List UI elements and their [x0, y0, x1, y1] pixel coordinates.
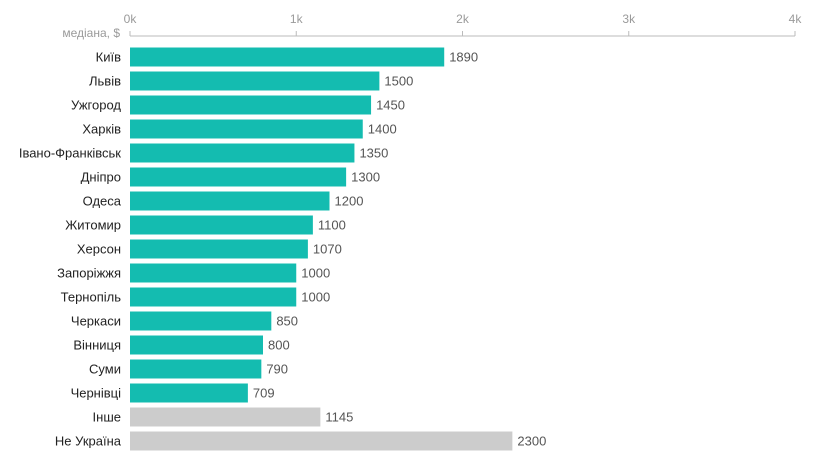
bar	[130, 167, 347, 187]
x-axis: 0k 1k 2k 3k 4k	[124, 12, 803, 37]
category-label: Суми	[89, 362, 121, 377]
value-label: 1400	[368, 122, 397, 137]
category-label: Житомир	[65, 218, 121, 233]
bar	[130, 431, 513, 451]
category-label: Дніпро	[81, 170, 121, 185]
x-tick-label: 4k	[789, 12, 803, 26]
value-label: 800	[268, 338, 290, 353]
bar	[130, 119, 363, 139]
category-label: Львів	[89, 74, 121, 89]
value-label: 1000	[301, 266, 330, 281]
category-label: Вінниця	[73, 338, 121, 353]
bar	[130, 71, 380, 91]
value-labels-group: 1890 1500 1450 1400 1350 1300 1200 1100 1070 1000…	[253, 50, 546, 449]
category-label: Запоріжжя	[57, 266, 121, 281]
value-label: 850	[276, 314, 298, 329]
category-label: Тернопіль	[61, 290, 122, 305]
bar	[130, 215, 313, 235]
x-tick-label: 3k	[622, 12, 636, 26]
bar	[130, 287, 297, 307]
value-label: 709	[253, 386, 275, 401]
bar	[130, 335, 263, 355]
value-label: 2300	[517, 434, 546, 449]
category-label: Одеса	[83, 194, 122, 209]
value-label: 1450	[376, 98, 405, 113]
category-label: Черкаси	[71, 314, 121, 329]
category-label: Чернівці	[71, 386, 122, 401]
category-label: Івано-Франківськ	[19, 146, 121, 161]
category-label: Харків	[82, 122, 121, 137]
value-label: 1200	[335, 194, 364, 209]
value-label: 1300	[351, 170, 380, 185]
bars-group	[130, 47, 513, 451]
x-tick-label: 1k	[290, 12, 304, 26]
bar	[130, 47, 445, 67]
value-label: 1000	[301, 290, 330, 305]
bar	[130, 143, 355, 163]
value-label: 1100	[318, 218, 346, 233]
x-tick-label: 0k	[124, 12, 138, 26]
bar	[130, 191, 330, 211]
bar	[130, 95, 372, 115]
category-labels-group: Київ Львів Ужгород Харків Івано-Франківськ Дн…	[19, 50, 122, 449]
bar	[130, 311, 272, 331]
value-label: 1500	[384, 74, 413, 89]
bar	[130, 407, 321, 427]
bar	[130, 383, 248, 403]
axis-caption: медіана, $	[62, 26, 120, 40]
bar	[130, 359, 262, 379]
value-label: 1145	[325, 410, 353, 425]
category-label: Херсон	[77, 242, 121, 257]
category-label: Інше	[93, 410, 121, 425]
value-label: 1070	[313, 242, 342, 257]
bar	[130, 239, 308, 259]
category-label: Не Україна	[55, 434, 122, 449]
bar	[130, 263, 297, 283]
value-label: 1890	[449, 50, 478, 65]
value-label: 1350	[359, 146, 388, 161]
value-label: 790	[266, 362, 288, 377]
x-tick-label: 2k	[456, 12, 470, 26]
category-label: Ужгород	[71, 98, 121, 113]
category-label: Київ	[96, 50, 121, 65]
